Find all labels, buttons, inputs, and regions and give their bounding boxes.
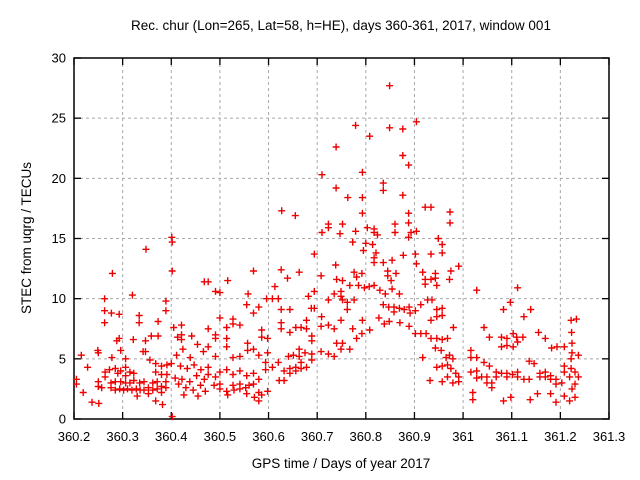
- svg-text:360.7: 360.7: [301, 429, 334, 444]
- svg-text:30: 30: [52, 51, 66, 66]
- svg-text:20: 20: [52, 171, 66, 186]
- svg-text:25: 25: [52, 111, 66, 126]
- svg-text:15: 15: [52, 231, 66, 246]
- chart-title: Rec. chur (Lon=265, Lat=58, h=HE), days …: [131, 18, 551, 33]
- chart-generated-layers: 360.2 360.3 360.4 360.5 360.6 360.7 360.8 360.9…: [52, 51, 626, 445]
- svg-text:360.9: 360.9: [398, 429, 431, 444]
- x-tick-labels: 360.2 360.3 360.4 360.5 360.6 360.7 360.8 360.9…: [58, 429, 626, 444]
- svg-text:5: 5: [59, 351, 66, 366]
- svg-text:0: 0: [59, 412, 66, 427]
- svg-text:360.6: 360.6: [252, 429, 285, 444]
- svg-text:360.3: 360.3: [106, 429, 139, 444]
- svg-text:361.1: 361.1: [495, 429, 528, 444]
- svg-text:360.5: 360.5: [204, 429, 237, 444]
- svg-text:360.2: 360.2: [58, 429, 91, 444]
- data-points: [72, 82, 582, 421]
- svg-text:361.2: 361.2: [544, 429, 577, 444]
- svg-text:360.8: 360.8: [350, 429, 383, 444]
- svg-text:361: 361: [452, 429, 474, 444]
- svg-text:361.3: 361.3: [593, 429, 626, 444]
- svg-text:10: 10: [52, 291, 66, 306]
- y-tick-labels: 0 5 10 15 20 25 30: [52, 51, 66, 427]
- svg-text:360.4: 360.4: [155, 429, 188, 444]
- x-axis-label: GPS time / Days of year 2017: [252, 456, 431, 471]
- y-axis-label: STEC from uqrg / TECUs: [19, 162, 34, 314]
- tick-marks: [73, 57, 610, 420]
- grid-lines: [74, 58, 609, 419]
